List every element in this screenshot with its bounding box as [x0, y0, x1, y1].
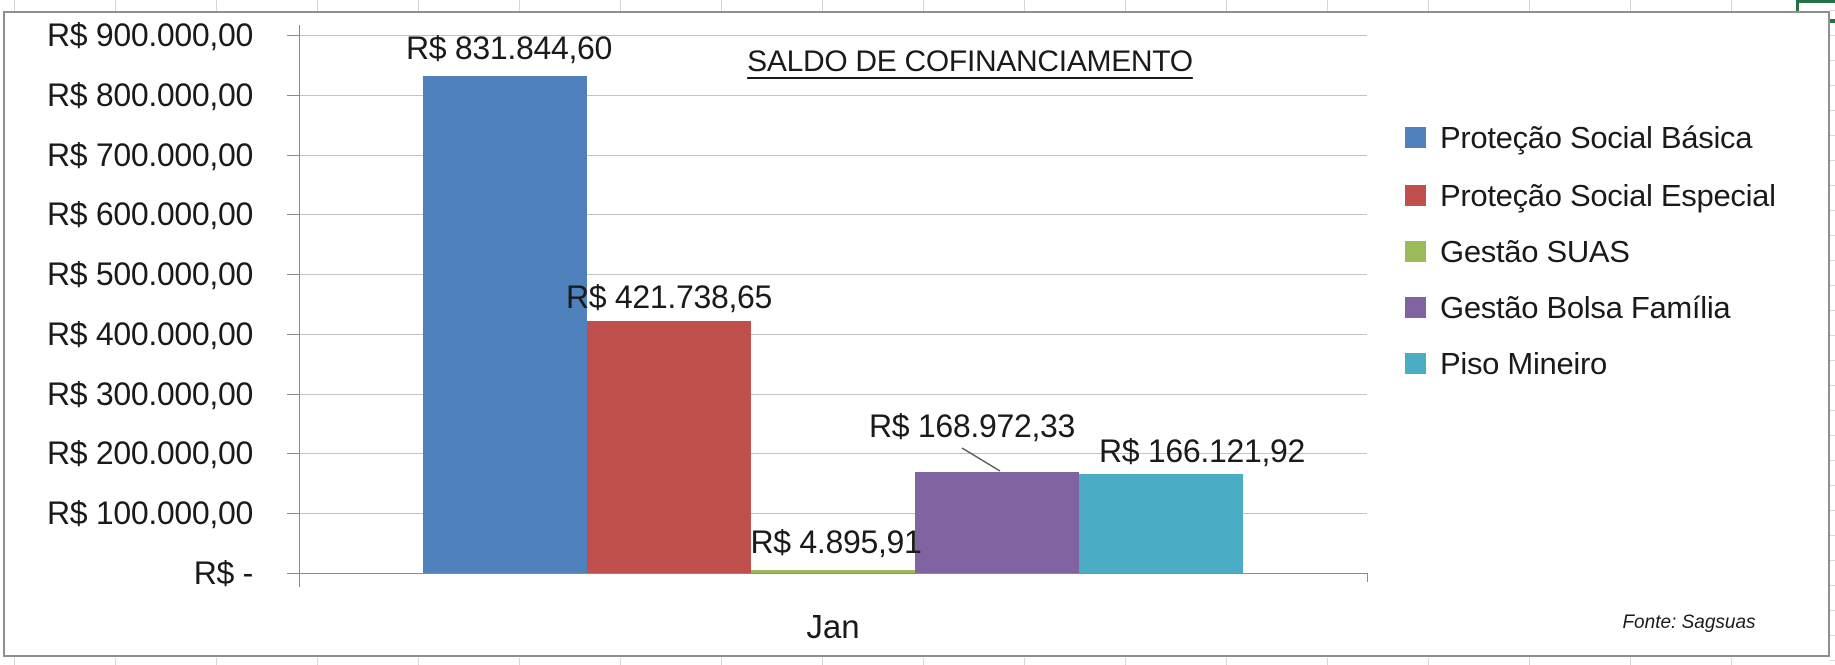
data-label: R$ 168.972,33 [868, 408, 1076, 444]
y-axis-tick [287, 394, 299, 395]
cell-selection-border-fragment [1830, 19, 1835, 23]
bar-gestao-suas[interactable] [751, 570, 915, 573]
y-axis-label: R$ 900.000,00 [46, 17, 253, 53]
y-axis-tick [287, 334, 299, 335]
y-axis-tick [287, 95, 299, 96]
data-label: R$ 421.738,65 [565, 279, 773, 315]
y-axis-line [299, 25, 300, 587]
gridline [299, 214, 1367, 215]
bar-gestao-bolsa-familia[interactable] [915, 472, 1079, 573]
source-note: Fonte: Sagsuas [1622, 612, 1756, 633]
legend-swatch-blue [1405, 127, 1426, 148]
legend-swatch-teal [1405, 353, 1426, 374]
gridline [299, 35, 1367, 36]
y-axis-label: R$ 300.000,00 [46, 376, 253, 412]
y-axis-tick [287, 35, 299, 36]
cell-selection-border-fragment [1796, 0, 1799, 11]
sheet-cells-bottom [0, 658, 1835, 665]
legend-swatch-green [1405, 241, 1426, 262]
legend-item: Gestão Bolsa Família [1440, 290, 1731, 325]
sheet-cells-right [1830, 0, 1835, 665]
gridline [299, 155, 1367, 156]
y-axis-tick [287, 155, 299, 156]
y-axis-tick [287, 274, 299, 275]
cell-selection-border-fragment [1797, 0, 1835, 3]
y-axis-label: R$ - [193, 555, 254, 591]
bar-protecao-social-especial[interactable] [587, 321, 751, 573]
y-axis-label: R$ 700.000,00 [46, 137, 253, 173]
gridline [299, 334, 1367, 335]
data-label: R$ 166.121,92 [1098, 433, 1306, 469]
y-axis-tick [287, 453, 299, 454]
x-axis-tick [1367, 573, 1368, 582]
chart-title: SALDO DE COFINANCIAMENTO [747, 45, 1193, 78]
legend-swatch-purple [1405, 297, 1426, 318]
gridline [299, 453, 1367, 454]
y-axis-tick [287, 214, 299, 215]
y-axis-label: R$ 800.000,00 [46, 77, 253, 113]
bar-piso-mineiro[interactable] [1079, 474, 1243, 573]
legend-swatch-red [1405, 185, 1426, 206]
y-axis-label: R$ 500.000,00 [46, 256, 253, 292]
legend-item: Gestão SUAS [1440, 234, 1630, 269]
y-axis-tick [287, 513, 299, 514]
y-axis-label: R$ 200.000,00 [46, 435, 253, 471]
y-axis-label: R$ 600.000,00 [46, 196, 253, 232]
gridline [299, 513, 1367, 514]
x-axis-category-label: Jan [806, 608, 860, 645]
gridline [299, 274, 1367, 275]
legend-item: Piso Mineiro [1440, 346, 1607, 381]
legend-item: Proteção Social Básica [1440, 120, 1753, 155]
y-axis-label: R$ 400.000,00 [46, 316, 253, 352]
sheet-cells-top [0, 0, 1835, 11]
data-label: R$ 831.844,60 [405, 30, 613, 66]
y-axis-label: R$ 100.000,00 [46, 495, 253, 531]
data-label: R$ 4.895,91 [750, 524, 922, 560]
gridline [299, 394, 1367, 395]
bar-protecao-social-basica[interactable] [423, 76, 587, 573]
legend-item: Proteção Social Especial [1440, 178, 1776, 213]
gridline [299, 95, 1367, 96]
x-axis-line [287, 573, 1367, 574]
